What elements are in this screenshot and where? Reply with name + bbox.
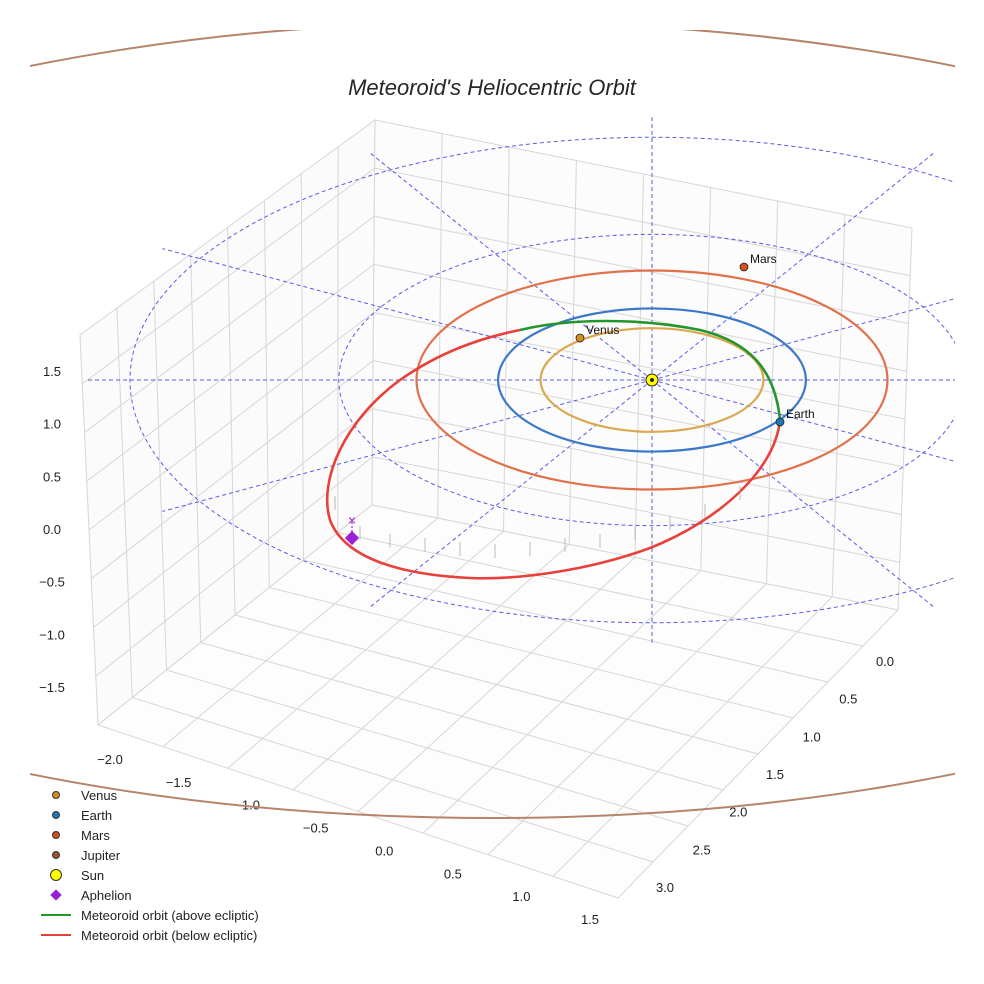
earth-marker: [775, 417, 785, 427]
grid-line-floor-a: [269, 587, 794, 719]
grid-line-h-left: [88, 312, 374, 531]
y-axis-tick-label: 2.0: [729, 805, 747, 820]
mars-marker: [739, 262, 749, 272]
legend-item: Aphelion: [40, 885, 340, 905]
grid-line-h-right: [372, 456, 900, 563]
legend-marker: [40, 885, 72, 905]
legend-marker: [40, 825, 72, 845]
x-axis-tick-label: 0.0: [375, 843, 393, 858]
meteoroid-orbit-above: [519, 319, 782, 421]
y-axis-tick-label: 0.5: [839, 692, 857, 707]
legend-item: Jupiter: [40, 845, 340, 865]
grid-line-h-left: [93, 408, 374, 628]
earth-orbit: [497, 307, 807, 453]
legend-item: Sun: [40, 865, 340, 885]
grid-line-h-left: [86, 263, 375, 482]
orbit-scene: × Venus Earth Mars: [30, 30, 955, 819]
x-axis-tick-label: −2.0: [97, 752, 123, 767]
legend-marker: [40, 865, 72, 885]
legend-label: Aphelion: [81, 887, 132, 903]
legend: Venus Earth Mars Jupiter Sun Aphelion Meteoroi…: [40, 785, 340, 945]
legend-label: Meteoroid orbit (above ecliptic): [81, 907, 259, 923]
venus-marker: [575, 333, 585, 343]
grid-line-h-left: [90, 360, 374, 580]
radial-spoke: [651, 298, 955, 381]
z-axis-tick-label: 0.5: [43, 469, 61, 484]
radial-spoke: [651, 379, 955, 462]
radial-spoke: [162, 379, 653, 512]
y-axis-tick-label: 0.0: [876, 654, 894, 669]
legend-item: Earth: [40, 805, 340, 825]
sun-center: [650, 378, 654, 382]
reference-ring: [338, 233, 955, 527]
grid-line-h-left: [81, 167, 375, 385]
grid-line-h-right: [372, 408, 902, 515]
earth-label: Earth: [786, 407, 815, 421]
grid-line-h-right: [373, 312, 906, 420]
grid-line-floor-b: [357, 557, 636, 812]
legend-item: Mars: [40, 825, 340, 845]
legend-label: Jupiter: [81, 847, 121, 863]
legend-label: Sun: [81, 867, 105, 883]
aphelion-projection-marker: ×: [348, 512, 356, 528]
meteoroid-orbit-below: [325, 328, 782, 580]
legend-marker: [40, 905, 72, 925]
mars-label: Mars: [750, 252, 777, 266]
legend-label: Mars: [81, 827, 110, 843]
venus-orbit: [539, 327, 765, 433]
grid-line-h-left: [84, 215, 375, 433]
legend-item: Venus: [40, 785, 340, 805]
x-axis-tick-label: 1.0: [512, 889, 530, 904]
jupiter-orbit: [30, 30, 955, 819]
z-axis-tick-label: −1.0: [39, 627, 65, 642]
legend-label: Meteoroid orbit (below ecliptic): [81, 927, 258, 943]
legend-label: Venus: [81, 787, 118, 803]
tick-labels: −2.0 −1.5 −1.0 −0.5 0.0 0.5 1.0 1.5 0.0 0.5 1.0 1.5…: [39, 364, 894, 927]
mars-orbit: [415, 269, 889, 491]
z-axis-tick-label: −1.5: [39, 680, 65, 695]
aphelion-marker: [344, 530, 360, 546]
y-axis-tick-label: 3.0: [656, 880, 674, 895]
radial-spoke: [651, 152, 935, 381]
z-axis-tick-label: 1.5: [43, 364, 61, 379]
z-axis-tick-label: 1.0: [43, 417, 61, 432]
venus-label: Venus: [586, 323, 619, 337]
x-axis-tick-label: −1.5: [166, 775, 192, 790]
axes-panes: [79, 119, 913, 899]
radial-spoke: [369, 152, 653, 381]
legend-marker: [40, 805, 72, 825]
x-axis-tick-label: 1.5: [581, 912, 599, 927]
grid-line-h-right: [373, 360, 904, 468]
y-axis-tick-label: 2.5: [693, 842, 711, 857]
legend-item: Meteoroid orbit (below ecliptic): [40, 925, 340, 945]
legend-marker: [40, 785, 72, 805]
legend-label: Earth: [81, 807, 113, 823]
reference-ring: [129, 136, 955, 624]
grid-line-floor-b: [422, 570, 702, 834]
legend-item: Meteoroid orbit (above ecliptic): [40, 905, 340, 925]
z-axis-tick-label: −0.5: [39, 575, 65, 590]
grid-line-floor-a: [303, 559, 829, 683]
radial-spoke: [369, 379, 653, 608]
radial-spoke: [162, 248, 653, 381]
grid-line-h-right: [373, 263, 907, 372]
y-axis-tick-label: 1.0: [803, 729, 821, 744]
x-axis-tick-label: −0.5: [303, 821, 329, 836]
y-axis-tick-label: 1.5: [766, 767, 784, 782]
legend-marker: [40, 845, 72, 865]
z-axis-tick-label: 0.0: [43, 522, 61, 537]
x-axis-tick-label: 0.5: [444, 866, 462, 881]
grid-line-floor-b: [487, 583, 767, 856]
grid-line-floor-b: [552, 596, 833, 877]
radial-spoke: [651, 379, 935, 608]
floor-pane: [96, 504, 899, 899]
chart-title: Meteoroid's Heliocentric Orbit: [348, 75, 637, 100]
legend-marker: [40, 925, 72, 945]
